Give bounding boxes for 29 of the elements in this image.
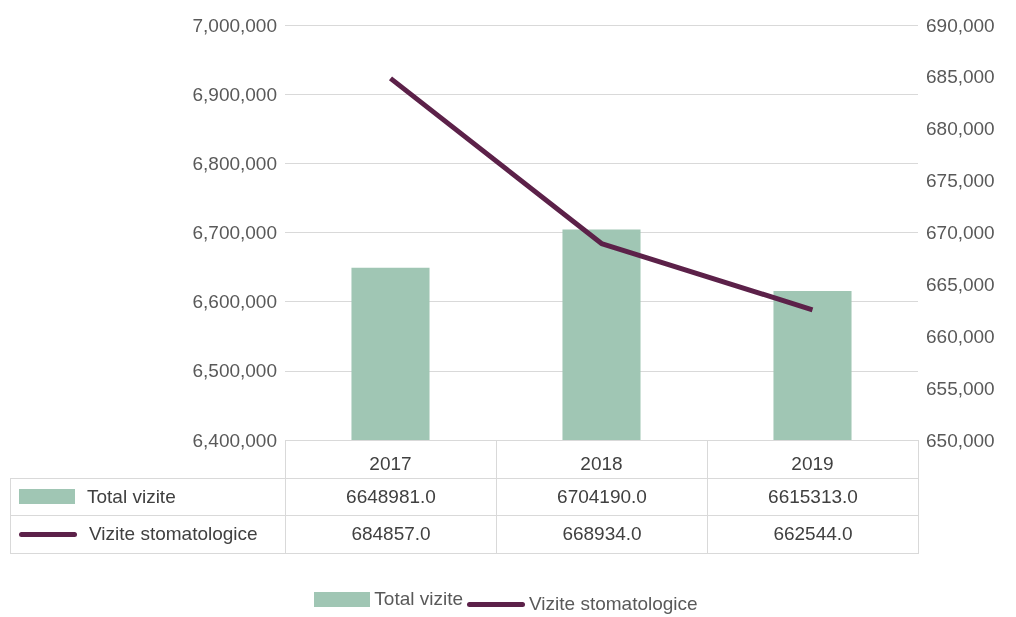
y2-tick-label: 690,000 [926, 14, 995, 36]
data-label: 6615313.0 [768, 485, 858, 508]
x-tick-label: 2017 [369, 453, 412, 474]
y-tick-label: 6,800,000 [192, 152, 277, 174]
y2-tick-label: 650,000 [926, 429, 995, 451]
y2-tick-label: 655,000 [926, 377, 995, 399]
data-label: 668934.0 [562, 523, 642, 546]
x-tick-label: 2019 [791, 453, 834, 474]
y2-tick-label: 665,000 [926, 273, 995, 295]
y-tick-label: 6,400,000 [192, 429, 277, 451]
legend-label: Total vizite [374, 588, 464, 610]
y2-tick-label: 685,000 [926, 66, 995, 88]
y2-tick-label: 660,000 [926, 325, 995, 347]
y2-tick-label: 680,000 [926, 118, 995, 140]
y-tick-label: 6,900,000 [192, 83, 277, 105]
y2-tick-label: 675,000 [926, 170, 995, 192]
x-tick-label: 2018 [580, 453, 623, 474]
text: Total vizite [87, 485, 176, 507]
data-label: 684857.0 [351, 523, 431, 546]
data-label: 662544.0 [773, 523, 853, 546]
data-label: 6704190.0 [557, 485, 647, 508]
y2-tick-label: 670,000 [926, 222, 995, 243]
legend-label: Vizite stomatologice [89, 523, 258, 546]
y-tick-label: 6,600,000 [192, 291, 277, 313]
y-tick-label: 6,700,000 [192, 222, 277, 243]
y-tick-label: 7,000,000 [192, 14, 277, 36]
data-label: 6648981.0 [346, 485, 436, 508]
text: Vizite stomatologice [529, 593, 698, 614]
y-tick-label: 6,500,000 [192, 360, 277, 382]
